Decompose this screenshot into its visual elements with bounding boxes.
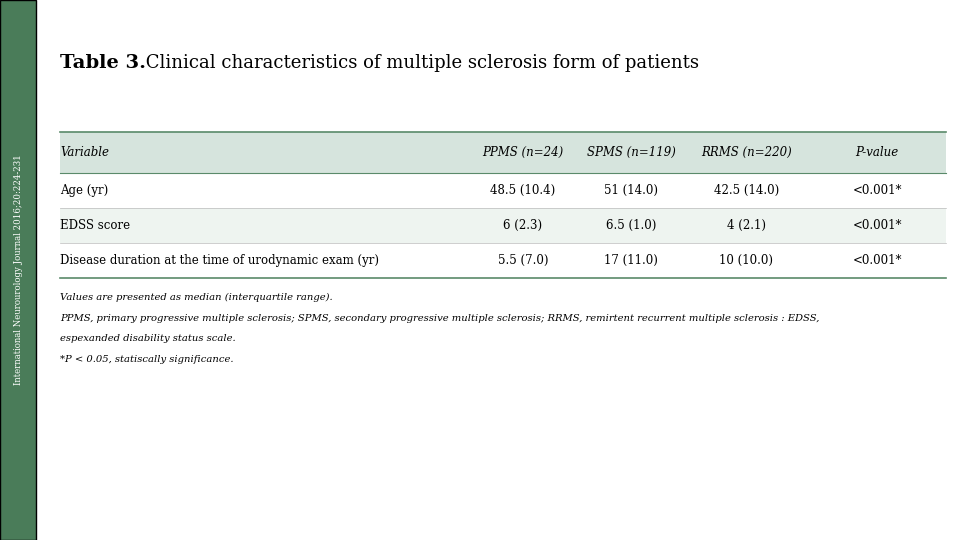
Text: <0.001*: <0.001* — [852, 219, 901, 232]
Text: Disease duration at the time of urodynamic exam (yr): Disease duration at the time of urodynam… — [60, 254, 379, 267]
Text: 48.5 (10.4): 48.5 (10.4) — [491, 184, 556, 197]
Text: 5.5 (7.0): 5.5 (7.0) — [497, 254, 548, 267]
Text: Values are presented as median (interquartile range).: Values are presented as median (interqua… — [60, 293, 333, 302]
Text: 4 (2.1): 4 (2.1) — [727, 219, 766, 232]
Text: Variable: Variable — [60, 146, 109, 159]
Text: 17 (11.0): 17 (11.0) — [605, 254, 659, 267]
Text: International Neurourology Journal 2016;20:224-231: International Neurourology Journal 2016;… — [13, 154, 23, 386]
Text: SPMS (n=119): SPMS (n=119) — [587, 146, 676, 159]
Text: RRMS (n=220): RRMS (n=220) — [701, 146, 792, 159]
Text: 6.5 (1.0): 6.5 (1.0) — [606, 219, 657, 232]
Text: EDSS score: EDSS score — [60, 219, 131, 232]
FancyBboxPatch shape — [60, 208, 946, 243]
Text: 6 (2.3): 6 (2.3) — [503, 219, 542, 232]
Text: 42.5 (14.0): 42.5 (14.0) — [714, 184, 780, 197]
Text: 10 (10.0): 10 (10.0) — [719, 254, 774, 267]
Text: *P < 0.05, statiscally significance.: *P < 0.05, statiscally significance. — [60, 355, 234, 364]
Text: Age (yr): Age (yr) — [60, 184, 108, 197]
FancyBboxPatch shape — [0, 0, 36, 540]
Text: PPMS, primary progressive multiple sclerosis; SPMS, secondary progressive multip: PPMS, primary progressive multiple scler… — [60, 314, 820, 323]
Text: Table 3.: Table 3. — [60, 54, 147, 72]
Text: P-value: P-value — [855, 146, 899, 159]
Text: <0.001*: <0.001* — [852, 184, 901, 197]
Text: 51 (14.0): 51 (14.0) — [605, 184, 659, 197]
Text: Clinical characteristics of multiple sclerosis form of patients: Clinical characteristics of multiple scl… — [140, 54, 699, 72]
Text: espexanded disability status scale.: espexanded disability status scale. — [60, 334, 236, 343]
Text: <0.001*: <0.001* — [852, 254, 901, 267]
Text: PPMS (n=24): PPMS (n=24) — [482, 146, 564, 159]
FancyBboxPatch shape — [60, 132, 946, 173]
